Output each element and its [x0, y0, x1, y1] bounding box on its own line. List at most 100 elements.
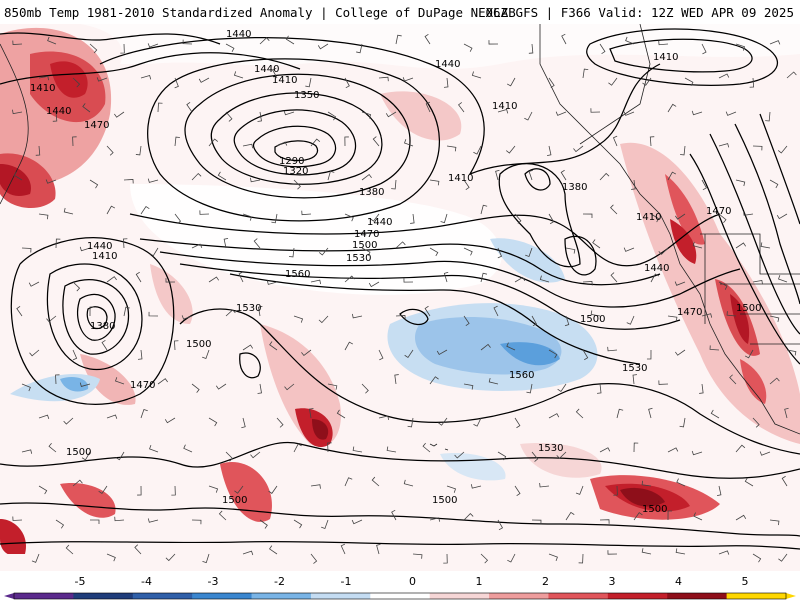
wind-barb	[473, 145, 482, 155]
wind-barb	[548, 77, 555, 89]
wind-barb	[148, 311, 159, 317]
wind-barb	[759, 451, 771, 456]
wind-barb	[395, 241, 406, 249]
wind-barb	[63, 417, 74, 425]
wind-barb	[597, 383, 602, 394]
wind-barb	[327, 170, 335, 181]
wind-barb	[182, 39, 193, 45]
wind-barb	[599, 447, 611, 453]
wind-barb	[752, 417, 760, 428]
wind-barb	[266, 280, 278, 285]
wind-barb	[718, 281, 728, 290]
wind-barb	[301, 349, 312, 357]
wind-barb	[422, 442, 431, 453]
colorbar-swatch	[489, 593, 549, 599]
anomaly-map: 1440 1440 1410 1410 1350 1440 1410 1410 …	[0, 24, 800, 571]
wind-barb	[424, 305, 431, 317]
wind-barb	[181, 315, 193, 320]
wind-barb	[590, 108, 601, 113]
wind-barb	[55, 374, 60, 385]
wind-barb	[223, 237, 229, 249]
wind-barb	[735, 444, 746, 453]
wind-barb	[318, 315, 329, 324]
wind-barb	[55, 519, 65, 529]
contour-label: 1500	[186, 339, 211, 350]
wind-barb	[225, 309, 236, 317]
wind-barb	[310, 279, 322, 285]
wind-barb	[495, 169, 500, 181]
wind-barb	[28, 281, 40, 287]
contour-label: 1470	[354, 229, 379, 240]
colorbar-swatch	[251, 593, 312, 599]
wind-barb	[607, 550, 618, 555]
wind-barb	[372, 136, 380, 147]
wind-barb	[440, 213, 448, 224]
wind-barb	[514, 213, 522, 224]
wind-barb	[272, 67, 278, 79]
colorbar-high-arrow	[786, 593, 796, 599]
wind-barb	[310, 484, 321, 489]
wind-barb	[106, 276, 117, 283]
colorbar-swatch	[548, 593, 609, 599]
wind-barb	[744, 349, 754, 359]
wind-barb	[599, 172, 610, 181]
wind-barb	[667, 103, 677, 113]
wind-barb	[305, 77, 312, 88]
wind-barb	[463, 43, 473, 52]
wind-barb	[183, 444, 193, 453]
wind-barb	[174, 340, 179, 351]
map-title: 850mb Temp 1981-2010 Standardized Anomal…	[4, 5, 516, 20]
wind-barb	[257, 383, 262, 394]
wind-barb	[122, 238, 128, 249]
wind-barb	[38, 213, 49, 220]
wind-barb	[623, 247, 635, 252]
wind-barb	[72, 349, 78, 361]
wind-barb	[674, 281, 686, 286]
wind-barb	[404, 349, 414, 359]
contour-label: 1470	[130, 380, 155, 391]
wind-barb	[52, 111, 58, 122]
wind-barb	[293, 519, 303, 529]
colorbar-swatch	[14, 593, 74, 599]
wind-barb	[531, 519, 542, 525]
wind-barb	[718, 213, 727, 224]
wind-barb	[507, 553, 516, 563]
wind-barb	[531, 451, 539, 462]
wind-barb	[137, 349, 143, 360]
wind-barb	[488, 40, 499, 45]
contour-label: 1470	[677, 307, 702, 318]
wind-barb	[147, 518, 159, 523]
wind-barb	[786, 71, 797, 79]
wind-barb	[735, 242, 747, 249]
wind-barb	[684, 77, 694, 87]
contour-label: 1530	[346, 253, 371, 264]
wind-barb	[370, 213, 380, 222]
wind-barb	[283, 110, 295, 116]
wind-barb	[497, 247, 503, 259]
contour-label: 1320	[283, 166, 308, 177]
wind-barb	[351, 313, 363, 319]
contour-label: 1440	[87, 241, 112, 252]
wind-barb	[556, 451, 567, 459]
wind-barb	[752, 280, 763, 285]
wind-barb	[293, 315, 304, 323]
wind-barb	[525, 247, 533, 257]
wind-barb	[46, 315, 57, 323]
wind-barb	[514, 276, 526, 283]
contour-label: 1470	[84, 120, 109, 131]
wind-barb	[208, 417, 218, 427]
wind-barb	[470, 484, 482, 489]
wind-barb	[718, 550, 730, 555]
contour-label: 1410	[448, 173, 473, 184]
wind-barb	[548, 553, 558, 562]
wind-barb	[276, 141, 288, 147]
wind-barb	[361, 111, 372, 119]
wind-barb	[12, 40, 23, 45]
wind-barb	[171, 485, 176, 496]
wind-barb	[115, 451, 125, 461]
wind-barb	[269, 545, 278, 555]
wind-barb	[48, 442, 57, 453]
wind-barb	[271, 213, 278, 224]
contour-label: 1560	[509, 370, 534, 381]
wind-barb	[548, 349, 558, 359]
